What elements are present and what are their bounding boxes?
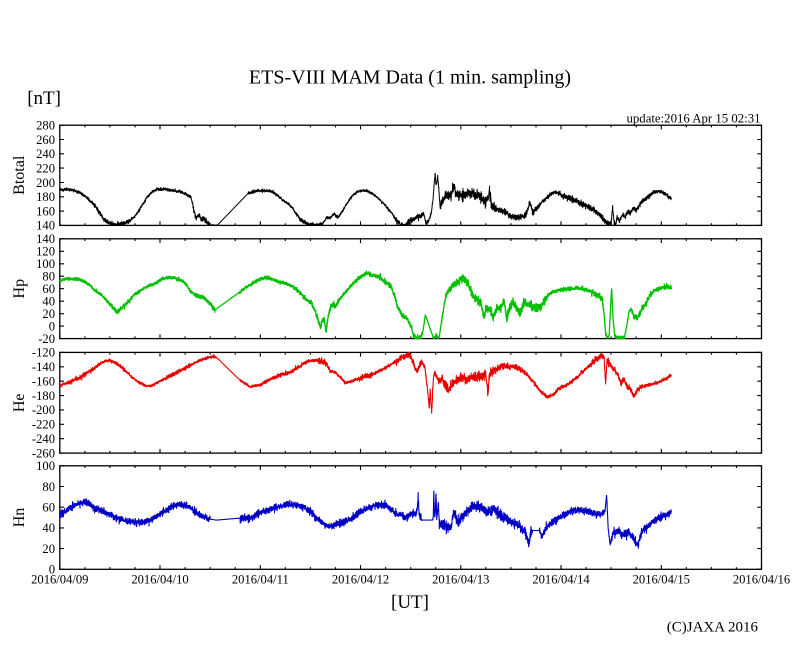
svg-text:60: 60 <box>42 282 55 296</box>
svg-text:Hn: Hn <box>11 508 28 528</box>
svg-text:-120: -120 <box>32 346 55 360</box>
svg-text:Btotal: Btotal <box>11 155 28 195</box>
svg-text:100: 100 <box>36 459 55 473</box>
svg-text:260: 260 <box>36 133 55 147</box>
svg-text:-140: -140 <box>32 360 55 374</box>
svg-text:[nT]: [nT] <box>27 88 61 109</box>
svg-text:-220: -220 <box>32 418 55 432</box>
svg-text:Hp: Hp <box>11 279 28 299</box>
svg-text:2016/04/10: 2016/04/10 <box>131 573 188 587</box>
svg-text:100: 100 <box>36 257 55 271</box>
svg-text:80: 80 <box>42 270 55 284</box>
svg-text:240: 240 <box>36 147 55 161</box>
svg-text:update:2016 Apr 15 02:31: update:2016 Apr 15 02:31 <box>627 111 761 125</box>
svg-text:-260: -260 <box>32 446 55 460</box>
svg-text:0: 0 <box>49 319 55 333</box>
svg-text:2016/04/16: 2016/04/16 <box>733 573 790 587</box>
svg-text:40: 40 <box>42 521 55 535</box>
svg-text:180: 180 <box>36 190 55 204</box>
svg-text:2016/04/15: 2016/04/15 <box>633 573 690 587</box>
svg-text:40: 40 <box>42 295 55 309</box>
svg-text:80: 80 <box>42 480 55 494</box>
svg-text:2016/04/13: 2016/04/13 <box>432 573 489 587</box>
svg-text:He: He <box>11 393 28 412</box>
svg-text:-160: -160 <box>32 375 55 389</box>
svg-text:60: 60 <box>42 501 55 515</box>
svg-text:-20: -20 <box>38 332 55 346</box>
svg-text:-200: -200 <box>32 403 55 417</box>
svg-text:20: 20 <box>42 307 55 321</box>
svg-text:ETS-VIII MAM Data (1 min. samp: ETS-VIII MAM Data (1 min. sampling) <box>249 66 571 88</box>
svg-text:160: 160 <box>36 204 55 218</box>
svg-text:2016/04/09: 2016/04/09 <box>31 573 88 587</box>
svg-text:280: 280 <box>36 119 55 133</box>
svg-text:120: 120 <box>36 245 55 259</box>
svg-text:2016/04/14: 2016/04/14 <box>532 573 590 587</box>
svg-text:2016/04/11: 2016/04/11 <box>232 573 289 587</box>
svg-text:20: 20 <box>42 542 55 556</box>
svg-text:-180: -180 <box>32 389 55 403</box>
svg-text:-240: -240 <box>32 432 55 446</box>
svg-text:220: 220 <box>36 161 55 175</box>
svg-text:2016/04/12: 2016/04/12 <box>332 573 389 587</box>
svg-text:140: 140 <box>36 219 55 233</box>
svg-text:140: 140 <box>36 232 55 246</box>
svg-text:200: 200 <box>36 176 55 190</box>
svg-text:(C)JAXA 2016: (C)JAXA 2016 <box>667 620 759 636</box>
svg-text:0: 0 <box>49 563 55 577</box>
svg-text:[UT]: [UT] <box>391 592 429 613</box>
